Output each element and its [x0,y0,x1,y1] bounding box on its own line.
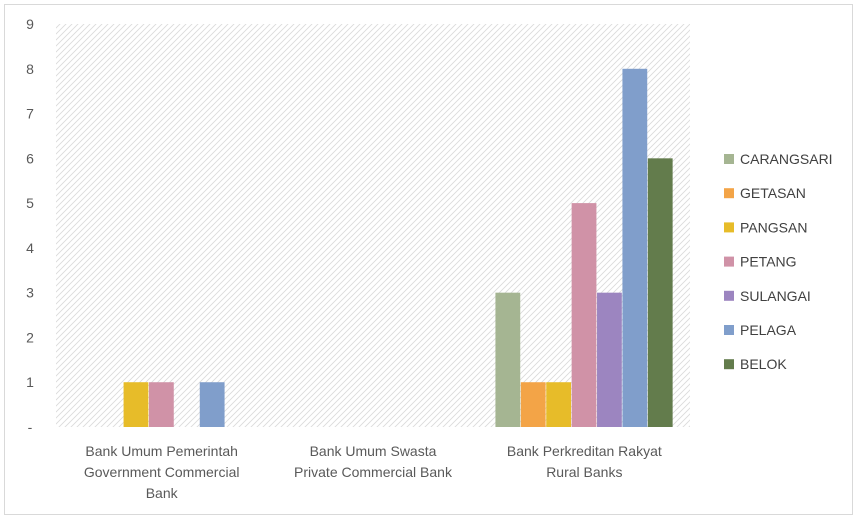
legend-swatch [724,256,734,267]
legend-label: GETASAN [740,185,806,201]
x-tick-label: Rural Banks [546,464,622,480]
legend-swatch [724,359,734,370]
x-tick-label: Bank Umum Swasta [310,443,437,459]
x-tick-label: Government Commercial [84,464,240,480]
y-tick-label: - [28,419,33,435]
y-tick-label: 5 [26,195,34,211]
bar-pangsan [546,382,572,427]
y-tick-label: 7 [26,106,34,122]
bar-petang [148,382,174,427]
legend-swatch [724,154,734,164]
legend-swatch [724,290,734,301]
legend-label: PANGSAN [740,219,807,235]
bar-carangsari [495,292,521,427]
bar-petang [571,203,597,427]
legend-label: BELOK [740,356,787,372]
x-tick-label: Bank Umum Pemerintah [85,443,238,459]
legend-swatch [724,222,734,233]
y-tick-label: 9 [26,16,34,32]
bar-pelaga [622,68,648,427]
legend-label: PETANG [740,254,797,270]
bar-belok [647,158,673,427]
y-tick-label: 2 [26,329,34,345]
bar-getasan [520,382,546,427]
x-tick-label: Bank [146,485,179,501]
bar-sulangai [597,292,622,427]
bar-pangsan [123,382,149,427]
bar-pelaga [199,382,225,427]
legend-label: CARANGSARI [740,151,833,167]
y-tick-label: 1 [26,374,34,390]
y-tick-label: 4 [26,240,34,256]
x-tick-label: Private Commercial Bank [294,464,453,480]
legend-label: PELAGA [740,322,797,338]
legend-label: SULANGAI [740,288,811,304]
y-tick-label: 3 [26,285,34,301]
legend-swatch [724,325,734,335]
x-tick-label: Bank Perkreditan Rakyat [507,443,662,459]
y-tick-label: 8 [26,61,34,77]
legend-swatch [724,188,734,199]
y-tick-label: 6 [26,150,34,166]
